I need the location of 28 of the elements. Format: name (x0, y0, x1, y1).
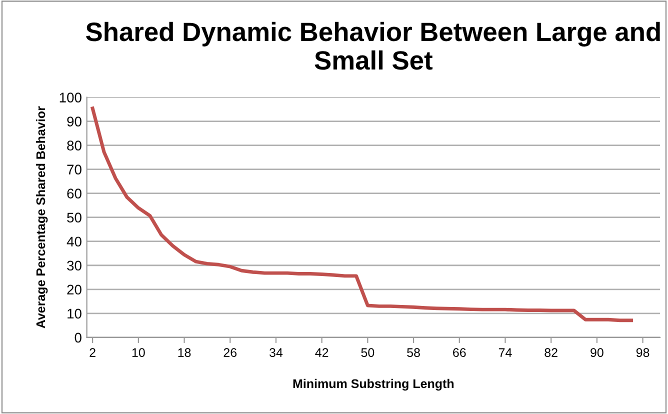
y-axis-title: Average Percentage Shared Behavior (36, 106, 48, 328)
x-tick-label: 66 (453, 348, 466, 358)
y-tick-label: 70 (67, 164, 82, 174)
y-tick-label: 80 (67, 140, 82, 150)
chart-title: Shared Dynamic Behavior Between Large and Small Set (86, 22, 660, 70)
x-tick-label: 82 (544, 348, 558, 358)
x-tick-label: 26 (224, 348, 237, 358)
x-tick-label: 10 (132, 348, 145, 358)
x-tick-label: 98 (636, 348, 650, 358)
y-tick-label: 10 (68, 308, 82, 319)
x-tick-label: 18 (178, 348, 191, 358)
x-tick-label: 42 (315, 348, 328, 357)
x-tick-label: 74 (498, 348, 512, 357)
y-tick-label: 90 (67, 116, 82, 126)
y-tick-label: 0 (74, 332, 82, 343)
y-tick-label: 60 (67, 188, 82, 199)
x-tick-label: 2 (90, 348, 96, 357)
x-tick-label: 50 (361, 348, 374, 358)
x-tick-label: 34 (270, 348, 283, 358)
y-tick-label: 40 (66, 236, 82, 247)
x-tick-label: 58 (407, 348, 420, 358)
line-series (90, 106, 634, 322)
x-axis-title: Minimum Substring Length (293, 378, 454, 391)
x-tick-label: 90 (590, 348, 604, 358)
y-tick-label: 30 (67, 260, 82, 271)
y-tick-label: 50 (67, 212, 82, 223)
y-tick-label: 20 (67, 284, 82, 295)
y-tick-label: 100 (60, 92, 82, 102)
